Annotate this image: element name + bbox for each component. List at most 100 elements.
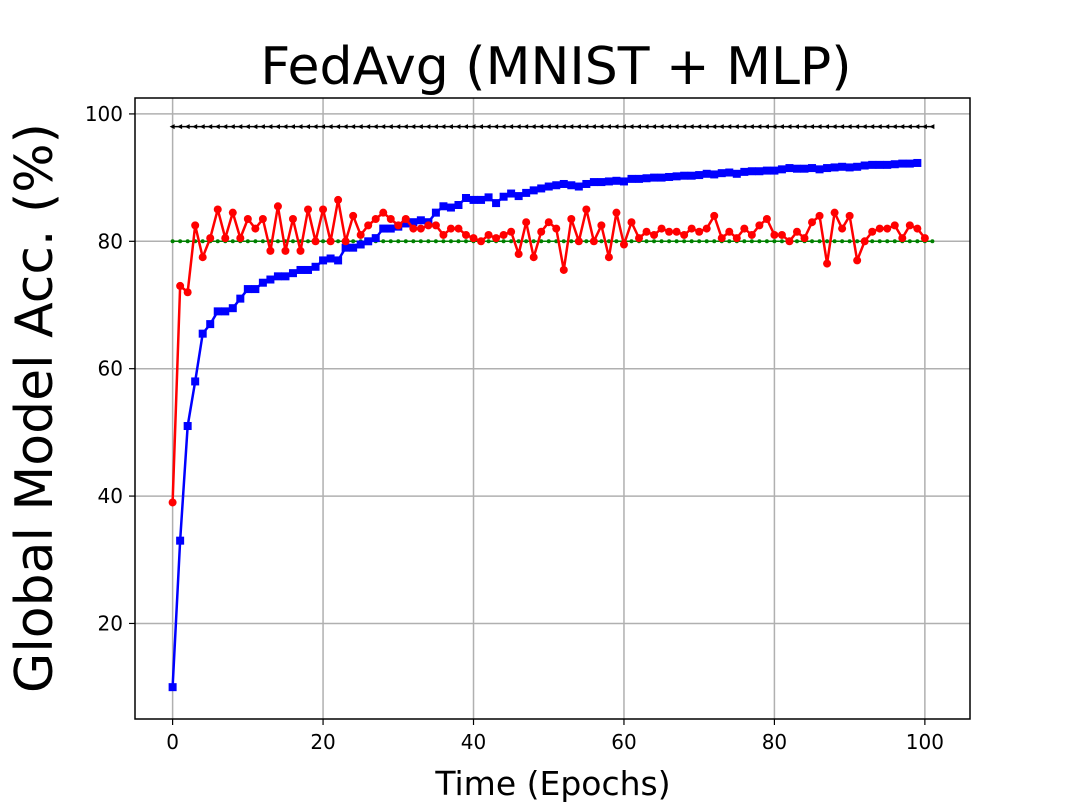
data-point [877, 239, 882, 244]
data-point [484, 230, 493, 239]
data-point [439, 230, 448, 239]
data-point [748, 124, 754, 130]
data-point [733, 124, 739, 130]
data-point [590, 124, 596, 130]
data-point [409, 218, 418, 227]
data-point [680, 171, 689, 180]
data-point [183, 288, 192, 297]
data-point [341, 237, 350, 246]
data-point [687, 224, 696, 233]
data-point [455, 124, 461, 130]
data-point [290, 239, 295, 244]
data-point [447, 124, 453, 130]
data-point [395, 124, 401, 130]
data-point [825, 239, 830, 244]
data-point [853, 162, 862, 171]
data-point [356, 230, 365, 239]
data-point [266, 275, 275, 284]
data-point [771, 124, 777, 130]
data-point [288, 269, 297, 278]
data-point [410, 124, 416, 130]
data-point [178, 239, 183, 244]
data-point [628, 124, 634, 130]
data-point [762, 166, 771, 175]
data-point [440, 124, 446, 130]
data-point [907, 239, 912, 244]
data-point [243, 285, 252, 294]
data-point [905, 221, 914, 230]
data-point [644, 239, 649, 244]
data-point [394, 221, 403, 230]
data-point [920, 234, 929, 243]
data-point [777, 165, 786, 174]
data-point [891, 124, 897, 130]
data-point [396, 239, 401, 244]
data-point [304, 205, 313, 214]
data-point [538, 124, 544, 130]
y-tick-label: 100 [85, 102, 123, 126]
data-point [929, 124, 935, 130]
data-point [870, 239, 875, 244]
data-point [830, 208, 839, 217]
x-tick-label: 0 [166, 730, 179, 754]
data-point [614, 239, 619, 244]
data-point [401, 219, 410, 228]
data-point [604, 253, 613, 262]
data-point [191, 377, 200, 386]
data-point [740, 224, 749, 233]
data-point [604, 177, 613, 186]
data-point [252, 124, 258, 130]
data-point [582, 179, 591, 188]
data-point [288, 215, 297, 224]
data-point [809, 124, 815, 130]
data-point [717, 234, 726, 243]
data-point [801, 124, 807, 130]
data-point [606, 239, 611, 244]
data-point [424, 221, 433, 230]
data-point [260, 239, 265, 244]
data-point [582, 205, 591, 214]
data-point [890, 160, 899, 169]
data-point [206, 234, 215, 243]
x-tick-label: 80 [762, 730, 787, 754]
data-point [674, 239, 679, 244]
data-point [282, 124, 288, 130]
data-point [860, 161, 869, 170]
data-point [575, 124, 581, 130]
data-point [409, 224, 418, 233]
data-point [772, 239, 777, 244]
y-tick-label: 20 [98, 611, 123, 635]
data-point [514, 192, 523, 201]
plot-series [168, 124, 935, 692]
data-point [642, 174, 651, 183]
data-point [379, 224, 388, 233]
data-point [244, 124, 250, 130]
data-point [747, 230, 756, 239]
data-point [417, 124, 423, 130]
data-point [755, 221, 764, 230]
data-point [213, 307, 222, 316]
data-point [764, 239, 769, 244]
data-point [169, 124, 175, 130]
data-point [185, 239, 190, 244]
data-point [387, 124, 393, 130]
data-point [335, 124, 341, 130]
data-point [222, 124, 228, 130]
data-point [652, 239, 657, 244]
data-point [509, 239, 514, 244]
data-point [711, 124, 717, 130]
data-point [499, 230, 508, 239]
data-point [860, 237, 869, 246]
data-point [524, 239, 529, 244]
data-point [507, 227, 516, 236]
data-point [350, 124, 356, 130]
data-point [251, 224, 260, 233]
data-point [199, 124, 205, 130]
data-point [725, 227, 734, 236]
data-point [379, 208, 388, 217]
data-point [703, 124, 709, 130]
data-point [448, 239, 453, 244]
data-point [485, 124, 491, 130]
data-point [544, 218, 553, 227]
data-point [599, 239, 604, 244]
